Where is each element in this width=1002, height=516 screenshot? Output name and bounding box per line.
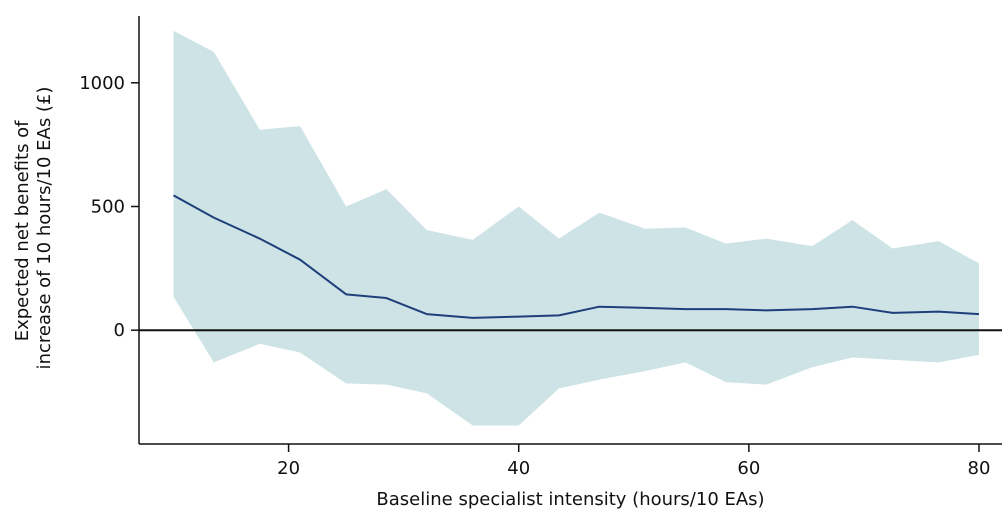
- y-axis-title-line-1: Expected net benefits of: [12, 120, 33, 341]
- y-tick-label: 1000: [79, 73, 125, 94]
- confidence-band: [173, 30, 979, 426]
- y-tick-label: 500: [91, 196, 125, 217]
- x-tick-label: 40: [507, 458, 530, 479]
- y-axis-title-line-2: increase of 10 hours/10 EAs (£): [34, 87, 55, 370]
- y-axis-ticks: 0 500 1000: [79, 73, 139, 341]
- x-tick-label: 80: [968, 458, 991, 479]
- y-tick-label: 0: [114, 320, 125, 341]
- mean-line-series: [173, 194, 980, 319]
- axes: 0 500 1000 20 40 60 80: [79, 16, 1002, 479]
- x-axis-ticks: 20 40 60 80: [277, 444, 990, 479]
- plot-area: [139, 30, 1002, 426]
- x-tick-label: 20: [277, 458, 300, 479]
- x-axis-title: Baseline specialist intensity (hours/10 …: [376, 489, 764, 510]
- y-axis-title: Expected net benefits of increase of 10 …: [12, 87, 55, 370]
- x-tick-label: 60: [737, 458, 760, 479]
